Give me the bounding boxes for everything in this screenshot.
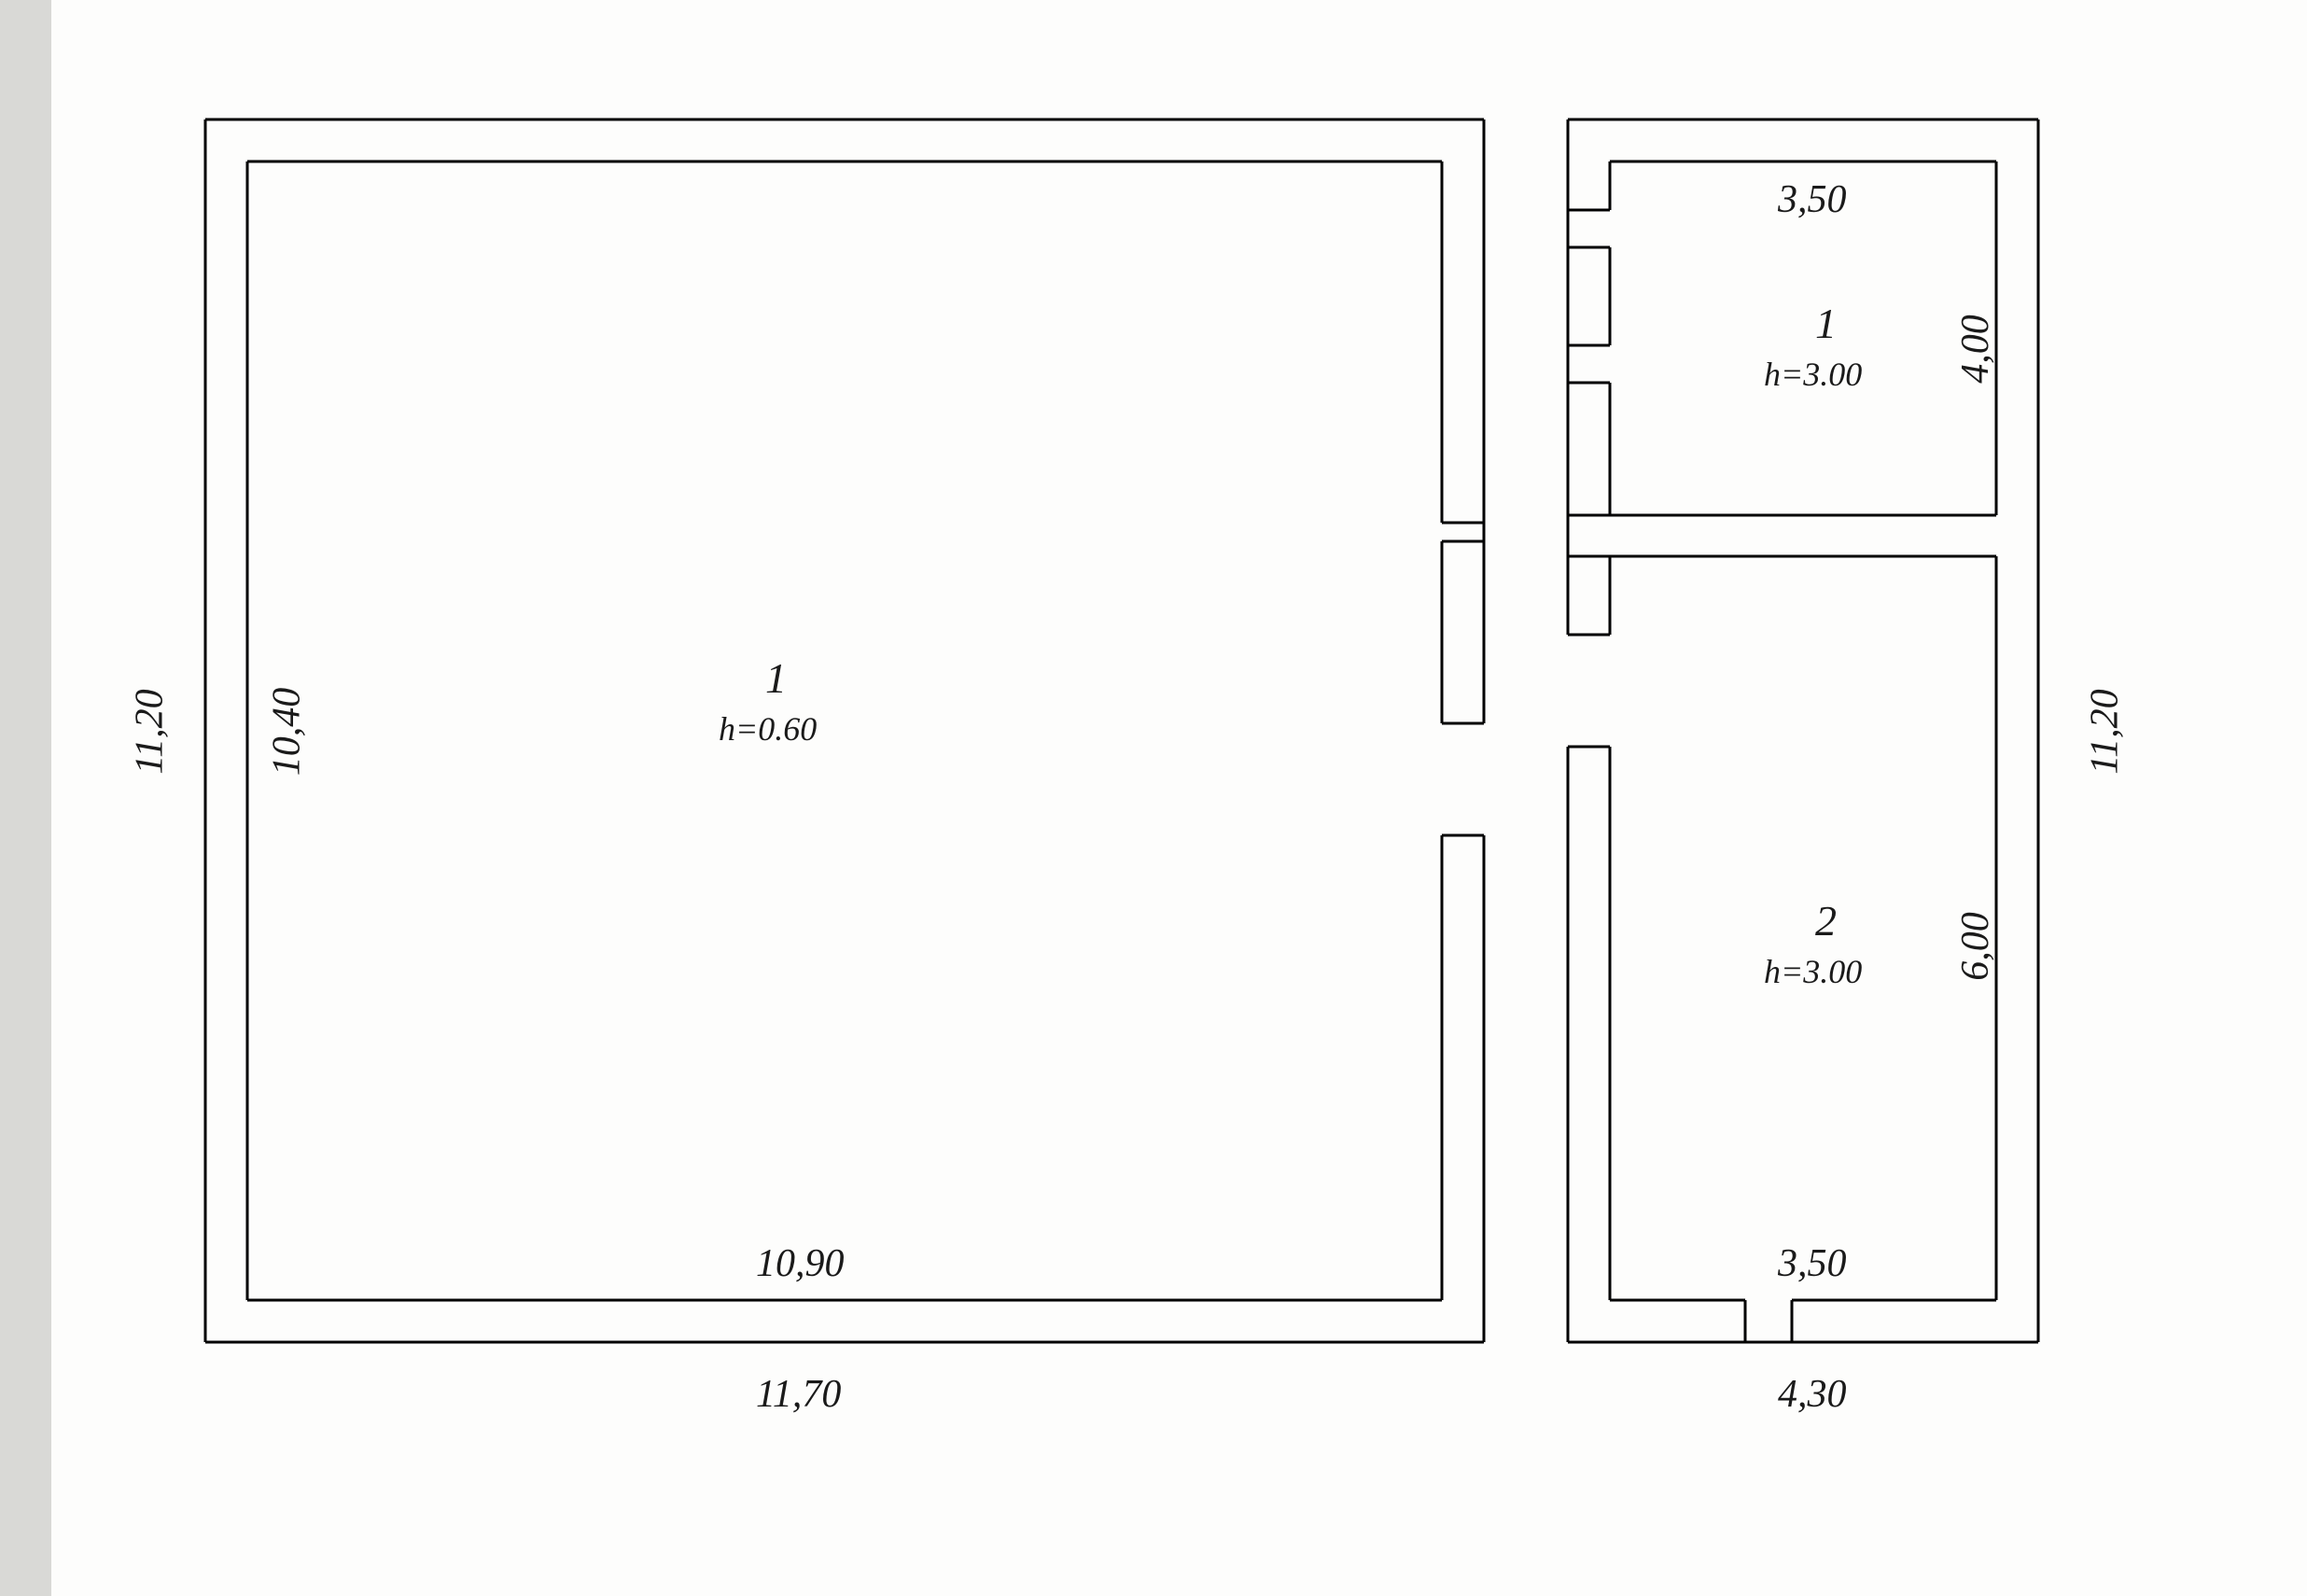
room-a1-number: 1 bbox=[765, 653, 787, 703]
dim-a-inner-bottom: 10,90 bbox=[756, 1241, 845, 1286]
dim-a-outer-bottom: 11,70 bbox=[756, 1372, 841, 1417]
room-b1-number: 1 bbox=[1815, 299, 1837, 348]
dim-a-outer-left: 11,20 bbox=[128, 689, 173, 774]
dim-b-outer-right: 11,20 bbox=[2083, 689, 2128, 774]
dim-b-inner-top: 3,50 bbox=[1778, 177, 1847, 222]
dim-b-inner-right-lower: 6,00 bbox=[1953, 912, 1998, 981]
room-b2-height: h=3.00 bbox=[1764, 952, 1862, 991]
building-b-walls bbox=[0, 0, 2307, 1596]
dim-b-inner-bottom: 3,50 bbox=[1778, 1241, 1847, 1286]
dim-a-inner-left: 10,40 bbox=[264, 688, 309, 777]
room-b2-number: 2 bbox=[1815, 896, 1837, 945]
dim-b-inner-right-upper: 4,00 bbox=[1953, 315, 1998, 384]
dim-b-outer-bottom: 4,30 bbox=[1778, 1372, 1847, 1417]
room-b1-height: h=3.00 bbox=[1764, 355, 1862, 394]
room-a1-height: h=0.60 bbox=[719, 709, 817, 749]
floorplan-canvas: 1 h=0.60 10,90 10,40 11,70 11,20 1 h=3.0… bbox=[0, 0, 2307, 1596]
